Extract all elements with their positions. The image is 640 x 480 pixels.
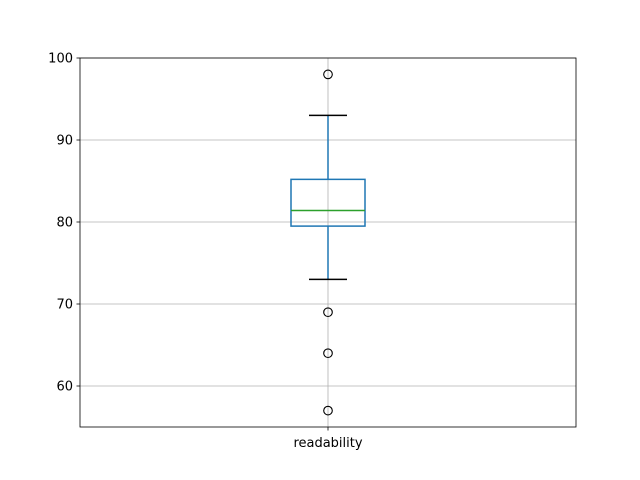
y-tick-label: 100	[48, 52, 73, 67]
y-tick-label: 60	[56, 380, 73, 395]
outlier-point	[323, 405, 333, 416]
outlier-point	[323, 307, 333, 318]
box	[290, 178, 366, 227]
y-tick-label: 70	[56, 298, 73, 313]
y-tick-label: 80	[56, 216, 73, 231]
outlier-point	[323, 348, 333, 359]
y-tick-label: 90	[56, 134, 73, 149]
axes-frame	[79, 57, 577, 428]
outlier-point	[323, 69, 333, 80]
x-tick-label: readability	[293, 436, 362, 451]
